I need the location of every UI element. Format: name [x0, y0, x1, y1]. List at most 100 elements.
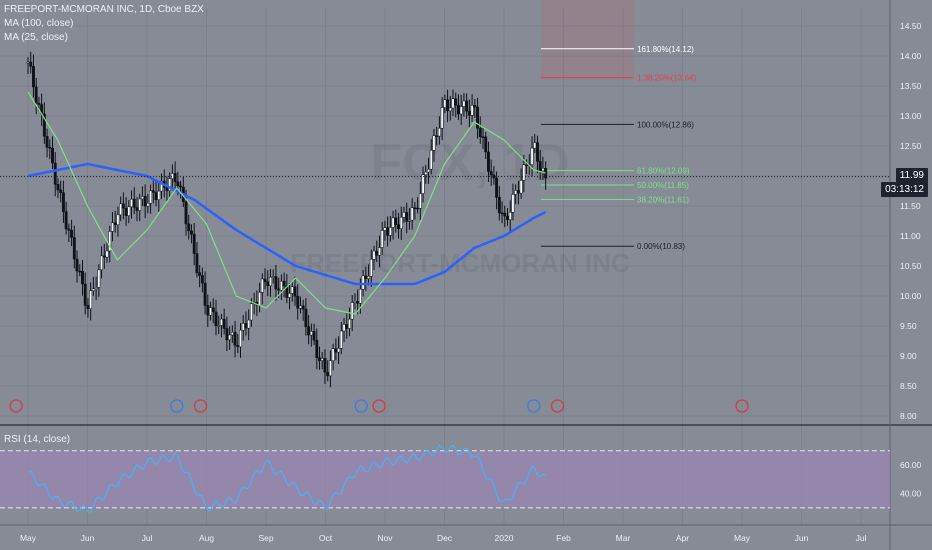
candle-body: [457, 105, 460, 115]
ma25-line[interactable]: [27, 91, 546, 315]
candle-body: [459, 106, 463, 115]
candle-body: [337, 348, 341, 353]
candle-body: [206, 305, 210, 316]
candle-body: [342, 324, 346, 332]
candle-body: [538, 161, 542, 172]
candle-body: [380, 230, 384, 248]
candle-body: [375, 250, 379, 256]
candle-body: [170, 173, 174, 179]
dividend-event-icon[interactable]: [550, 399, 565, 413]
candle-body: [416, 207, 420, 210]
candle-body: [470, 105, 474, 116]
time-axis-label: Feb: [556, 533, 571, 543]
rsi-axis-label: 40.00: [900, 489, 922, 499]
dividend-event-icon[interactable]: [193, 399, 208, 413]
candle-body: [151, 190, 155, 193]
candle-body: [37, 103, 41, 105]
candle-body: [298, 305, 302, 309]
candle-body: [304, 308, 308, 327]
candle-body: [233, 332, 237, 346]
time-axis-label: May: [734, 533, 751, 543]
candle-body: [440, 107, 444, 129]
candle-body: [309, 331, 313, 336]
time-axis-label: Jun: [81, 533, 95, 543]
candle-body: [462, 100, 466, 107]
candle-body: [157, 190, 161, 200]
candle-body: [249, 303, 253, 321]
candle-body: [424, 171, 428, 175]
rsi-line[interactable]: [27, 444, 546, 513]
price-axis-label: 13.00: [900, 111, 922, 121]
candle-body: [53, 162, 57, 185]
earnings-event-icon[interactable]: [170, 399, 184, 413]
candle-body: [266, 281, 270, 287]
candle-body: [285, 285, 289, 298]
price-axis-label: 8.00: [900, 411, 917, 421]
candle-body: [364, 275, 368, 279]
candle-body: [111, 222, 114, 232]
candle-body: [301, 305, 305, 310]
time-axis-label: Jul: [142, 533, 153, 543]
ma100-legend[interactable]: MA (100, close): [4, 18, 74, 29]
candle-body: [42, 113, 46, 137]
earnings-event-icon[interactable]: [354, 399, 368, 413]
symbol-title: FREEPORT-MCMORAN INC, 1D, Cboe BZX: [4, 4, 204, 15]
candle-body: [394, 217, 398, 225]
candle-body: [89, 290, 93, 309]
candle-body: [508, 212, 512, 220]
candle-body: [386, 227, 390, 236]
dividend-event-icon[interactable]: [735, 399, 749, 413]
candle-body: [432, 135, 436, 151]
candle-body: [503, 212, 507, 217]
candle-body: [391, 217, 395, 228]
candle-body: [29, 61, 33, 67]
candle-body: [263, 278, 267, 283]
price-axis-label: 9.00: [900, 351, 917, 361]
candle-body: [350, 302, 354, 320]
candle-body: [369, 259, 373, 277]
last-price-tag: 11.99: [895, 168, 928, 183]
candle-body: [315, 339, 319, 358]
candle-body: [451, 98, 455, 109]
candle-body: [176, 181, 180, 187]
candle-body: [108, 231, 112, 252]
candle-body: [443, 99, 447, 108]
candle-body: [168, 178, 172, 192]
ma25-legend[interactable]: MA (25, close): [4, 32, 68, 43]
price-axis-label: 11.00: [900, 231, 921, 241]
candle-body: [102, 255, 106, 258]
fib-level-label: 100.00%(12.86): [637, 120, 694, 129]
candle-body: [429, 150, 433, 170]
candle-body: [454, 98, 458, 106]
candle-body: [179, 185, 183, 188]
candle-body: [427, 168, 430, 173]
candle-body: [56, 184, 60, 191]
dividend-event-icon[interactable]: [372, 399, 386, 413]
candle-body: [59, 189, 63, 193]
candle-body: [388, 227, 392, 236]
candle-body: [413, 207, 417, 210]
ma100-line[interactable]: [27, 162, 547, 286]
candle-body: [290, 286, 294, 294]
candle-body: [312, 331, 316, 341]
candle-body: [353, 301, 357, 303]
time-axis-label: Jun: [795, 533, 809, 543]
rsi-legend[interactable]: RSI (14, close): [4, 434, 71, 445]
earnings-event-icon[interactable]: [527, 399, 541, 413]
dividend-event-icon[interactable]: [9, 399, 23, 413]
candle-body: [514, 190, 518, 195]
fib-extension-zone: [541, 0, 634, 80]
candle-body: [435, 135, 439, 137]
candle-body: [31, 66, 35, 88]
time-axis-label: Dec: [437, 533, 453, 543]
candle-body: [348, 318, 351, 329]
candle-body: [486, 151, 490, 172]
candle-body: [293, 286, 297, 297]
time-axis-label: Nov: [377, 533, 393, 543]
candle-body: [116, 214, 120, 225]
candle-body: [296, 295, 300, 309]
candle-body: [473, 105, 477, 108]
price-axis-label: 12.50: [900, 141, 922, 151]
